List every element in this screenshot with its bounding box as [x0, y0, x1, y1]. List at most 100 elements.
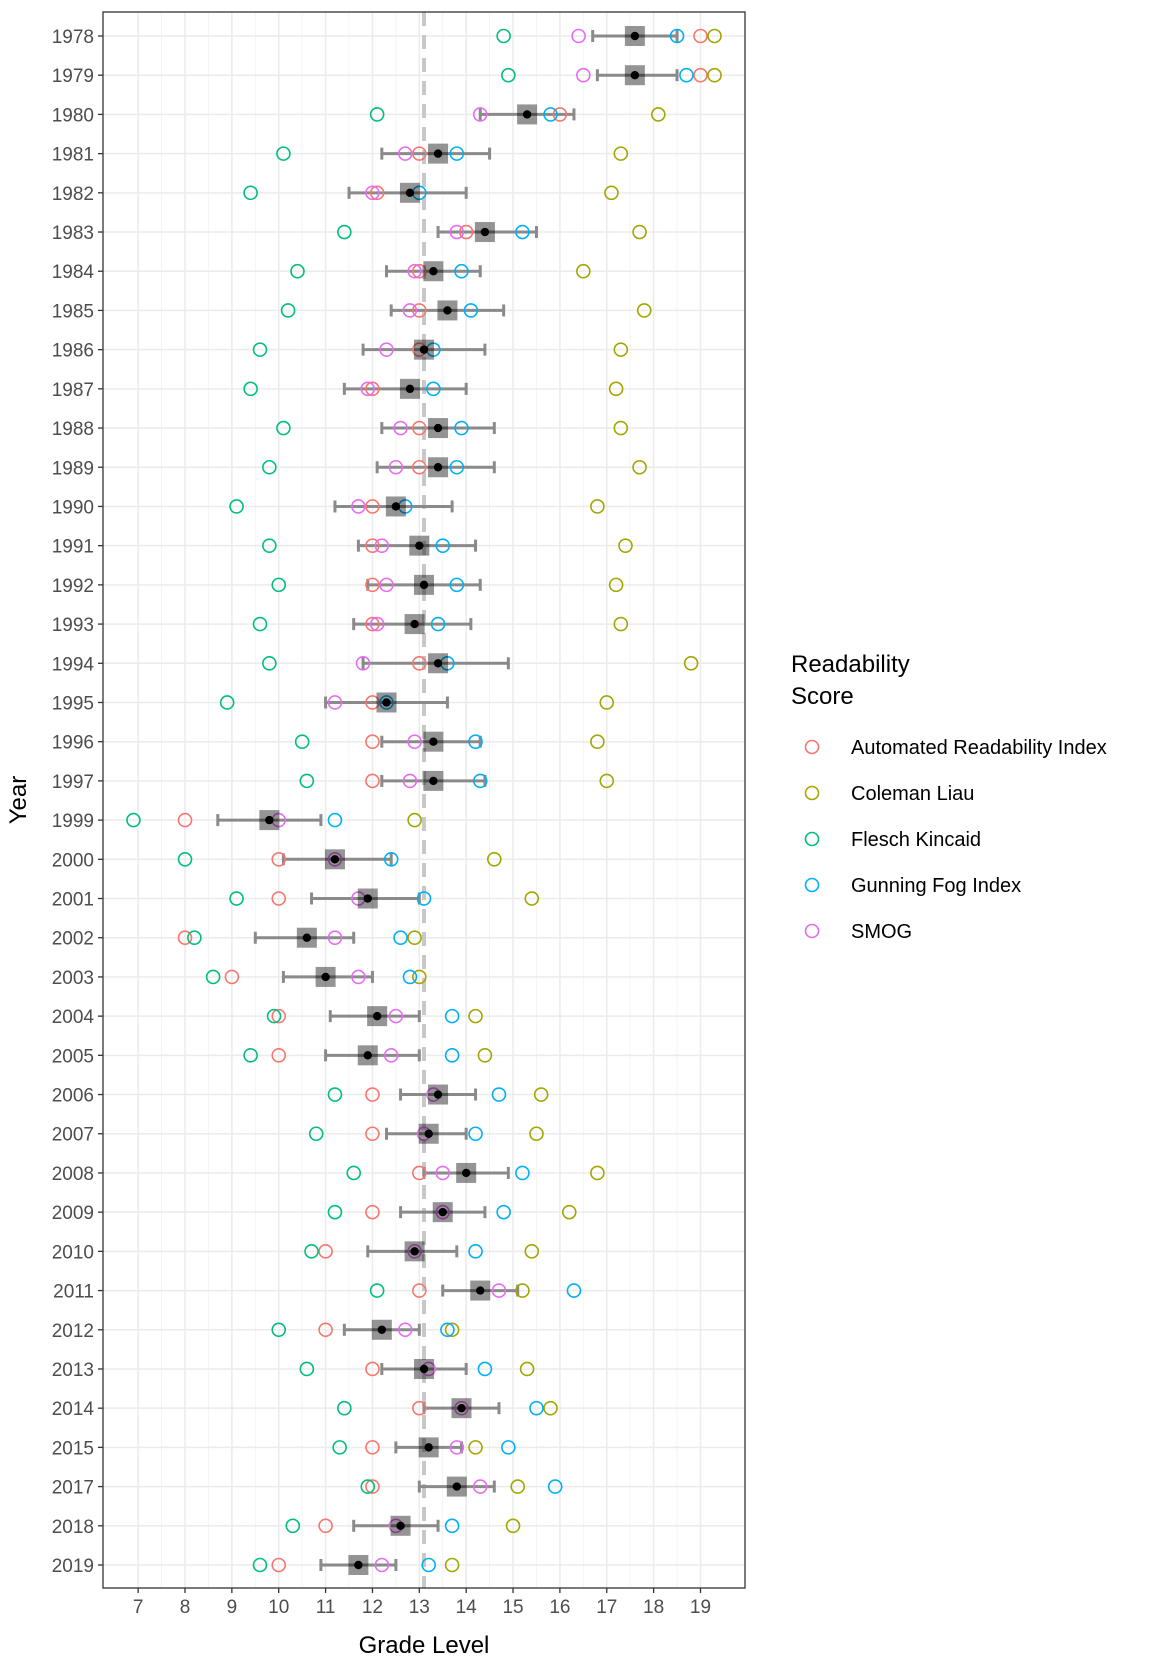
data-point — [379, 695, 394, 710]
y-tick-label: 2000 — [52, 850, 94, 871]
data-point — [369, 107, 385, 122]
data-point — [449, 224, 465, 240]
data-point — [365, 577, 380, 593]
mean-marker — [446, 1476, 467, 1497]
data-point — [444, 1557, 460, 1573]
legend-key-icon — [804, 923, 820, 939]
data-point — [299, 1361, 315, 1377]
data-point — [529, 1400, 544, 1416]
data-point — [412, 655, 427, 671]
mean-marker — [348, 1555, 369, 1575]
data-point — [365, 381, 380, 397]
data-point — [271, 1048, 287, 1063]
y-tick-label: 2004 — [52, 1007, 95, 1028]
data-point — [435, 1165, 451, 1181]
mean-markers — [259, 26, 645, 1575]
data-point — [327, 1204, 343, 1220]
y-tick-label: 1989 — [52, 458, 94, 479]
data-point — [365, 616, 380, 632]
data-point — [510, 1479, 526, 1494]
y-tick-label: 1980 — [52, 105, 94, 126]
mean-marker — [517, 104, 538, 125]
data-point — [369, 616, 385, 632]
data-point — [243, 381, 258, 397]
data-point — [379, 577, 394, 593]
data-point — [304, 1244, 319, 1259]
y-axis: 1978 1979 1980 1981 1982 1983 1984 1985 1986 1987… — [52, 27, 103, 1577]
x-tick-label: 14 — [456, 1597, 478, 1618]
data-point — [369, 185, 385, 201]
data-point — [402, 303, 418, 318]
x-tick-label: 17 — [596, 1597, 617, 1618]
data-point — [421, 1557, 436, 1573]
data-point — [468, 1126, 483, 1142]
data-point — [449, 459, 465, 475]
data-point — [374, 1557, 390, 1573]
mean-marker — [385, 496, 406, 517]
data-point — [412, 146, 427, 161]
data-point — [463, 303, 479, 318]
data-point — [346, 1165, 362, 1181]
data-point — [327, 812, 343, 828]
legend-item: Gunning Fog Index — [804, 875, 1021, 897]
data-point — [318, 1518, 333, 1534]
data-point — [271, 1322, 287, 1338]
mean-marker — [414, 1358, 434, 1379]
data-point — [355, 655, 371, 671]
data-point — [501, 67, 516, 83]
data-point — [369, 1283, 385, 1298]
mean-marker — [624, 65, 645, 86]
data-point — [351, 969, 366, 985]
data-point — [294, 734, 310, 749]
data-point — [383, 852, 399, 867]
legend-label: Automated Readability Index — [851, 737, 1107, 759]
data-point — [299, 773, 315, 789]
data-point — [229, 891, 244, 906]
data-point — [407, 930, 422, 946]
data-point — [576, 263, 591, 279]
data-point — [449, 1440, 465, 1455]
y-tick-label: 1987 — [52, 380, 94, 401]
data-point — [426, 381, 441, 397]
data-point — [271, 852, 287, 867]
data-point — [365, 1126, 380, 1142]
data-point — [608, 577, 624, 593]
mean-marker — [428, 1084, 449, 1105]
data-point — [430, 616, 446, 632]
legend-label: SMOG — [851, 921, 912, 943]
data-point — [365, 1087, 380, 1102]
data-point — [576, 67, 591, 83]
x-tick-label: 19 — [690, 1597, 711, 1618]
data-point — [571, 28, 586, 44]
y-tick-label: 1988 — [52, 419, 94, 440]
data-point — [454, 263, 469, 279]
y-tick-label: 1997 — [52, 772, 94, 793]
data-point — [524, 891, 540, 906]
data-point — [407, 1244, 422, 1259]
data-point — [327, 930, 343, 946]
data-point — [613, 146, 629, 161]
data-point — [365, 1361, 380, 1377]
mean-marker — [399, 182, 420, 203]
data-point — [365, 499, 380, 514]
y-tick-label: 1999 — [52, 811, 94, 832]
data-point — [472, 107, 488, 122]
data-point — [477, 1361, 493, 1377]
data-point — [515, 224, 530, 240]
data-point — [496, 28, 511, 44]
data-point — [205, 969, 221, 985]
data-point — [365, 1479, 380, 1494]
data-point — [552, 107, 568, 122]
mean-marker — [456, 1162, 477, 1183]
data-point — [412, 303, 427, 318]
y-tick-label: 2003 — [52, 968, 94, 989]
mean-marker — [428, 143, 449, 164]
y-axis-title: Year — [5, 776, 32, 825]
data-point — [365, 695, 380, 710]
data-point — [374, 538, 390, 553]
data-point — [365, 734, 380, 749]
legend-label: Coleman Liau — [851, 783, 974, 805]
x-axis: 7 8 9 10 11 12 13 14 15 16 17 18 19 — [133, 1588, 711, 1618]
data-point — [519, 1361, 535, 1377]
x-tick-label: 8 — [180, 1597, 191, 1618]
